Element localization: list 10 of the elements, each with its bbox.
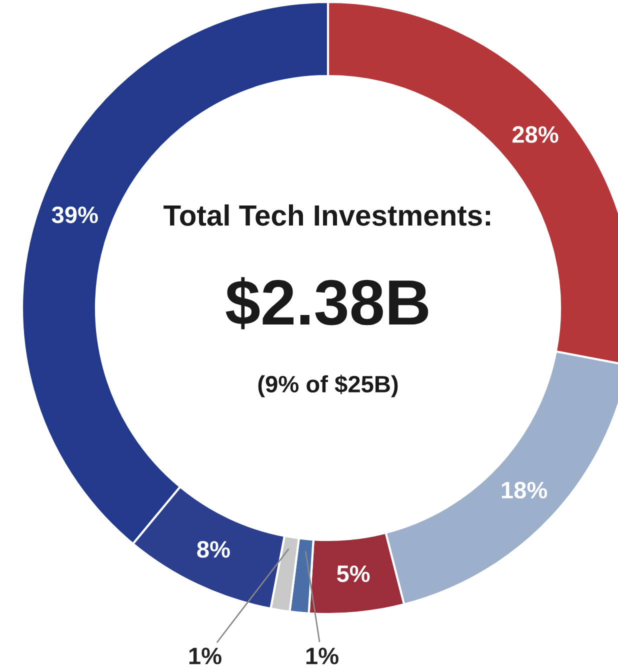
data-label: 39% (52, 206, 98, 224)
data-label: 18% (502, 482, 548, 498)
text: Total Tech Investments: (164, 204, 490, 226)
text: (9% of $25B) (258, 374, 398, 398)
data-label: 1% (306, 648, 338, 664)
data-label: 28% (512, 126, 558, 143)
data-label: 8% (197, 541, 230, 558)
text: $2.38B (226, 277, 428, 330)
data-label: 5% (336, 565, 370, 582)
data-label: 1% (189, 648, 222, 664)
